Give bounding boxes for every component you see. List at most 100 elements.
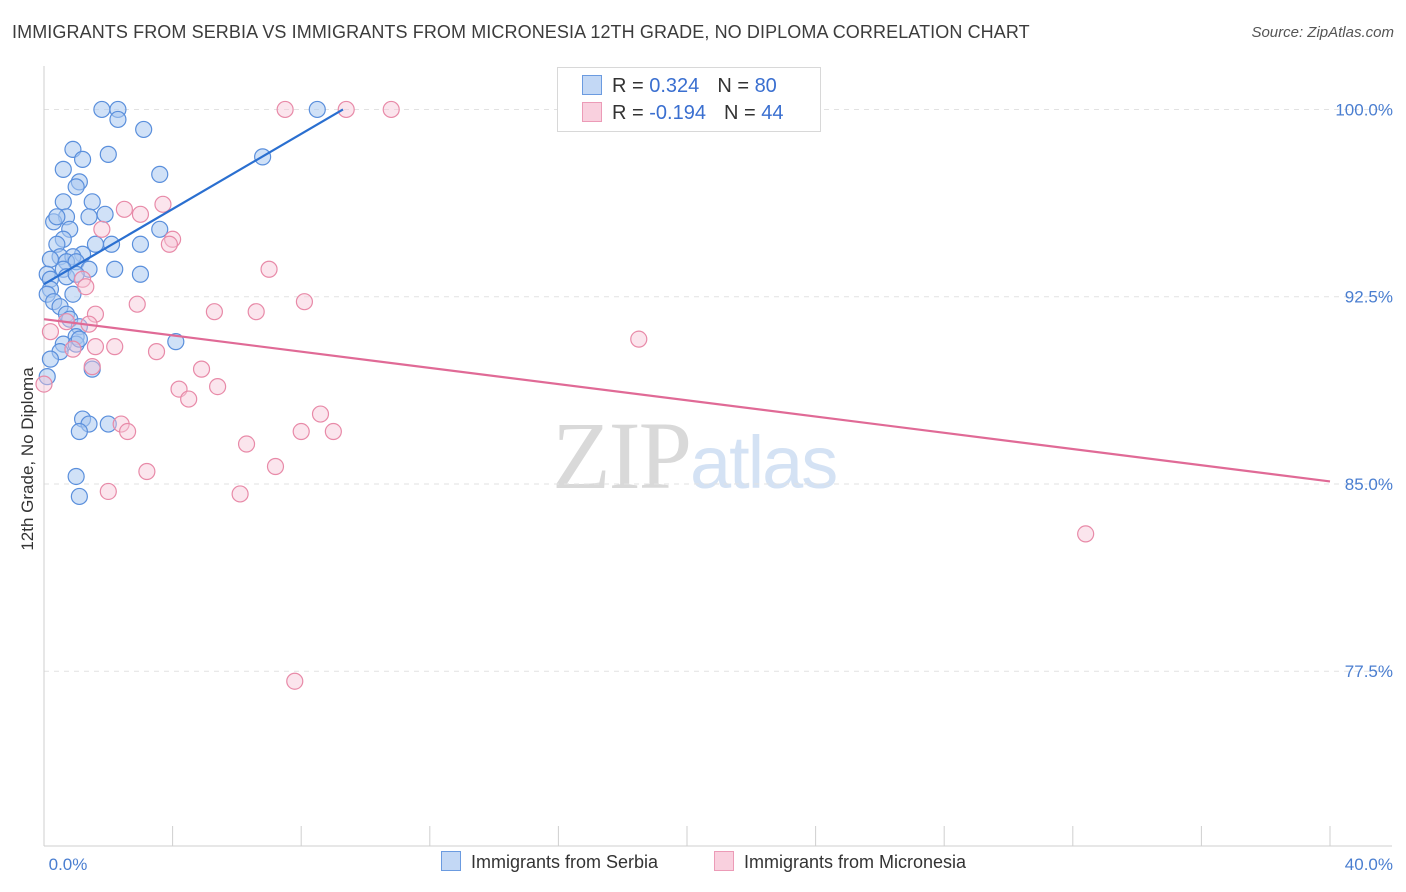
legend-swatch-serbia <box>582 75 602 95</box>
micronesia-point <box>192 360 211 378</box>
legend-swatch-micronesia <box>582 102 602 122</box>
legend-row-serbia: R = 0.324 N = 80 <box>582 75 777 101</box>
micronesia-point <box>35 375 53 393</box>
serbia-point <box>41 350 60 368</box>
serbia-point <box>99 145 117 163</box>
micronesia-point <box>93 220 111 238</box>
micronesia-point <box>295 293 314 311</box>
serbia-point <box>308 100 326 119</box>
serbia-point <box>70 422 88 441</box>
bottom-legend-label-serbia: Immigrants from Serbia <box>471 852 659 872</box>
serbia-point <box>70 330 88 348</box>
correlation-legend: R = 0.324 N = 80 R = -0.194 N = 44 <box>557 67 821 132</box>
micronesia-point <box>1077 525 1095 543</box>
series-serbia-points <box>38 100 326 506</box>
micronesia-point <box>260 260 278 278</box>
micronesia-point <box>180 390 198 408</box>
serbia-point <box>151 220 169 238</box>
legend-serbia-r-label: R = <box>612 75 650 97</box>
micronesia-point <box>286 672 304 690</box>
micronesia-point <box>131 205 150 223</box>
serbia-point <box>167 333 185 351</box>
legend-row-micronesia: R = -0.194 N = 44 <box>582 102 783 128</box>
micronesia-point <box>247 303 265 321</box>
legend-micronesia-n-label: N = <box>723 102 762 124</box>
x-tick-label-max: 40.0% <box>1345 855 1393 874</box>
legend-serbia-n-value: 80 <box>754 75 777 97</box>
watermark-zip: ZIP <box>552 402 692 509</box>
bottom-legend-swatch-serbia <box>441 851 461 871</box>
legend-serbia-r-value: 0.324 <box>649 75 700 97</box>
serbia-point <box>70 487 88 506</box>
serbia-point <box>151 165 169 183</box>
micronesia-point <box>128 295 146 313</box>
legend-micronesia-r-label: R = <box>612 102 650 124</box>
micronesia-point <box>115 200 133 218</box>
y-tick-label: 100.0% <box>1335 100 1393 119</box>
serbia-point <box>80 208 98 226</box>
trend-lines <box>43 108 1331 483</box>
bottom-legend-serbia: Immigrants from Serbia <box>441 851 658 873</box>
serbia-point <box>99 415 117 433</box>
micronesia-point <box>41 323 60 341</box>
y-axis-title: 12th Grade, No Diploma <box>18 367 37 551</box>
micronesia-point <box>231 485 249 503</box>
micronesia-point <box>83 358 101 376</box>
legend-micronesia-r-value: -0.194 <box>649 102 706 124</box>
serbia-point <box>109 110 127 129</box>
micronesia-point <box>237 435 256 453</box>
serbia-point <box>73 150 92 168</box>
micronesia-point <box>106 338 124 356</box>
serbia-point <box>135 120 153 139</box>
micronesia-point <box>630 330 648 348</box>
serbia-point <box>54 160 72 178</box>
micronesia-point <box>337 100 355 119</box>
serbia-point <box>96 205 114 223</box>
legend-micronesia-n-value: 44 <box>761 102 784 124</box>
micronesia-point <box>164 230 182 248</box>
serbia-point <box>106 260 124 278</box>
micronesia-point <box>147 343 166 361</box>
watermark-atlas: atlas <box>690 421 838 504</box>
serbia-point <box>64 285 82 303</box>
micronesia-point <box>292 422 310 441</box>
micronesia-point <box>276 100 294 119</box>
micronesia-point <box>311 405 330 423</box>
y-tick-label: 85.0% <box>1345 475 1393 494</box>
micronesia-point <box>118 422 137 441</box>
trend-line-micronesia <box>43 318 1331 483</box>
serbia-point <box>83 193 101 211</box>
micronesia-point <box>324 422 342 441</box>
x-tick-label-min: 0.0% <box>49 855 88 874</box>
serbia-point <box>67 178 85 196</box>
micronesia-point <box>77 278 95 296</box>
serbia-point <box>93 100 111 119</box>
micronesia-point <box>160 235 178 253</box>
micronesia-point <box>209 377 227 396</box>
serbia-point <box>54 193 72 211</box>
axes <box>43 66 1392 847</box>
source-label: Source: ZipAtlas.com <box>1251 24 1394 41</box>
trend-line-serbia <box>43 108 344 286</box>
bottom-legend-micronesia: Immigrants from Micronesia <box>714 851 966 873</box>
micronesia-point <box>138 462 156 481</box>
y-tick-label: 92.5% <box>1345 288 1393 307</box>
micronesia-point <box>86 338 105 356</box>
chart-title: IMMIGRANTS FROM SERBIA VS IMMIGRANTS FRO… <box>12 22 1030 42</box>
micronesia-point <box>86 305 105 323</box>
watermark: ZIPatlas <box>552 400 838 511</box>
micronesia-point <box>99 482 117 501</box>
y-tick-label: 77.5% <box>1345 662 1393 681</box>
micronesia-point <box>205 303 223 321</box>
serbia-point <box>131 235 150 253</box>
axis-labels: 77.5% 85.0% 92.5% 100.0% 0.0% 40.0% 12th Grade… <box>18 100 1393 874</box>
serbia-point <box>48 208 66 226</box>
micronesia-point <box>266 457 285 476</box>
series-micronesia-points <box>35 100 1095 690</box>
serbia-point <box>67 467 85 486</box>
serbia-point <box>131 265 150 283</box>
grid-lines <box>44 108 1392 672</box>
micronesia-point <box>382 100 400 119</box>
bottom-legend-swatch-micronesia <box>714 851 734 871</box>
